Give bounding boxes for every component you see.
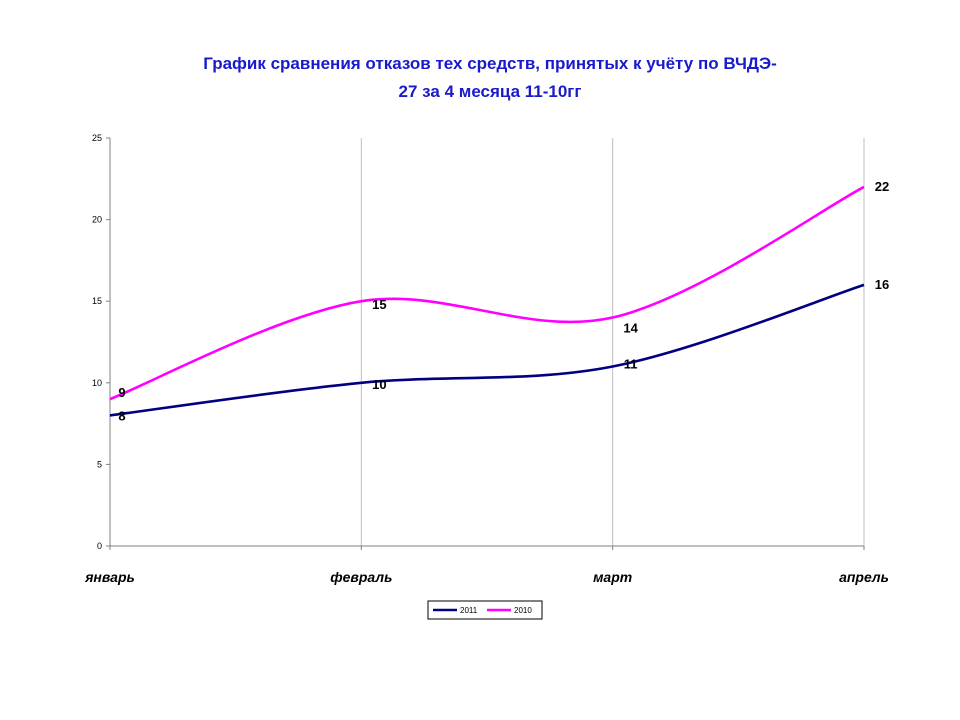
series-line-2011: [109, 283, 865, 417]
y-tick-label: 20: [92, 215, 102, 225]
legend-label-2011: 2011: [460, 606, 478, 615]
y-tick-label: 0: [97, 541, 102, 551]
x-category-label: март: [593, 569, 632, 585]
data-label-2011: 11: [624, 356, 638, 371]
chart-title: График сравнения отказов тех средств, пр…: [0, 50, 960, 106]
x-category-label: апрель: [839, 569, 889, 585]
y-tick-label: 5: [97, 459, 102, 469]
data-label-2010: 15: [372, 297, 386, 312]
data-label-2011: 10: [372, 377, 386, 392]
data-label-2010: 9: [118, 385, 125, 400]
legend-box: [427, 600, 543, 620]
series-line-2010: [109, 185, 865, 401]
y-tick-label: 25: [92, 133, 102, 143]
x-category-label: февраль: [330, 569, 392, 585]
x-category-label: январь: [84, 569, 135, 585]
data-label-2011: 16: [875, 277, 889, 292]
data-label-2010: 14: [623, 321, 638, 336]
legend-label-2010: 2010: [514, 606, 532, 615]
chart-title-line2: 27 за 4 месяца 11-10гг: [398, 82, 582, 101]
data-label-2011: 8: [118, 408, 125, 423]
y-tick-label: 15: [92, 296, 102, 306]
y-tick-label: 10: [92, 378, 102, 388]
data-label-2010: 22: [875, 179, 889, 194]
chart-title-line1: График сравнения отказов тех средств, пр…: [203, 54, 777, 73]
